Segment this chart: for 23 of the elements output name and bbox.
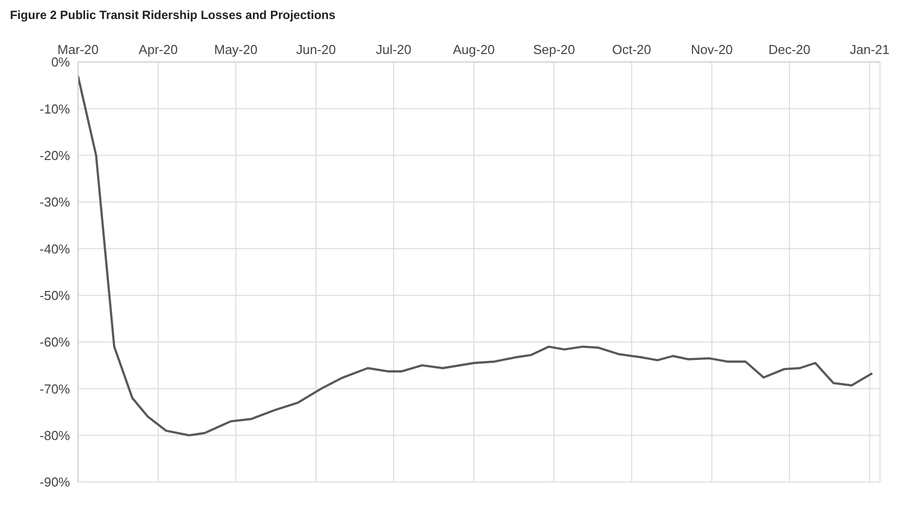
x-tick-label: Oct-20 [612,42,652,57]
y-tick-label: -20% [40,148,70,163]
line-series [78,74,874,436]
y-tick-label: -60% [40,334,70,350]
y-tick-label: -30% [40,194,70,210]
x-tick-label: Jul-20 [376,42,412,57]
x-tick-label: Jan-21 [850,42,890,57]
y-tick-label: -70% [40,381,70,396]
x-tick-label: Jun-20 [296,42,336,57]
x-tick-label: Apr-20 [138,42,178,57]
x-tick-label: Mar-20 [57,42,99,57]
chart-title: Figure 2 Public Transit Ridership Losses and Projections [10,8,336,22]
x-tick-label: Sep-20 [533,42,575,57]
x-tick-label: Aug-20 [452,42,495,57]
y-tick-label: 0% [51,54,70,70]
y-tick-label: -10% [40,101,70,116]
y-tick-label: -40% [40,241,70,256]
y-tick-label: -50% [40,288,70,303]
x-tick-label: May-20 [214,42,258,57]
x-tick-label: Nov-20 [690,42,733,57]
x-tick-label: Dec-20 [768,42,810,57]
y-tick-label: -90% [40,474,70,490]
y-tick-label: -80% [40,428,70,443]
